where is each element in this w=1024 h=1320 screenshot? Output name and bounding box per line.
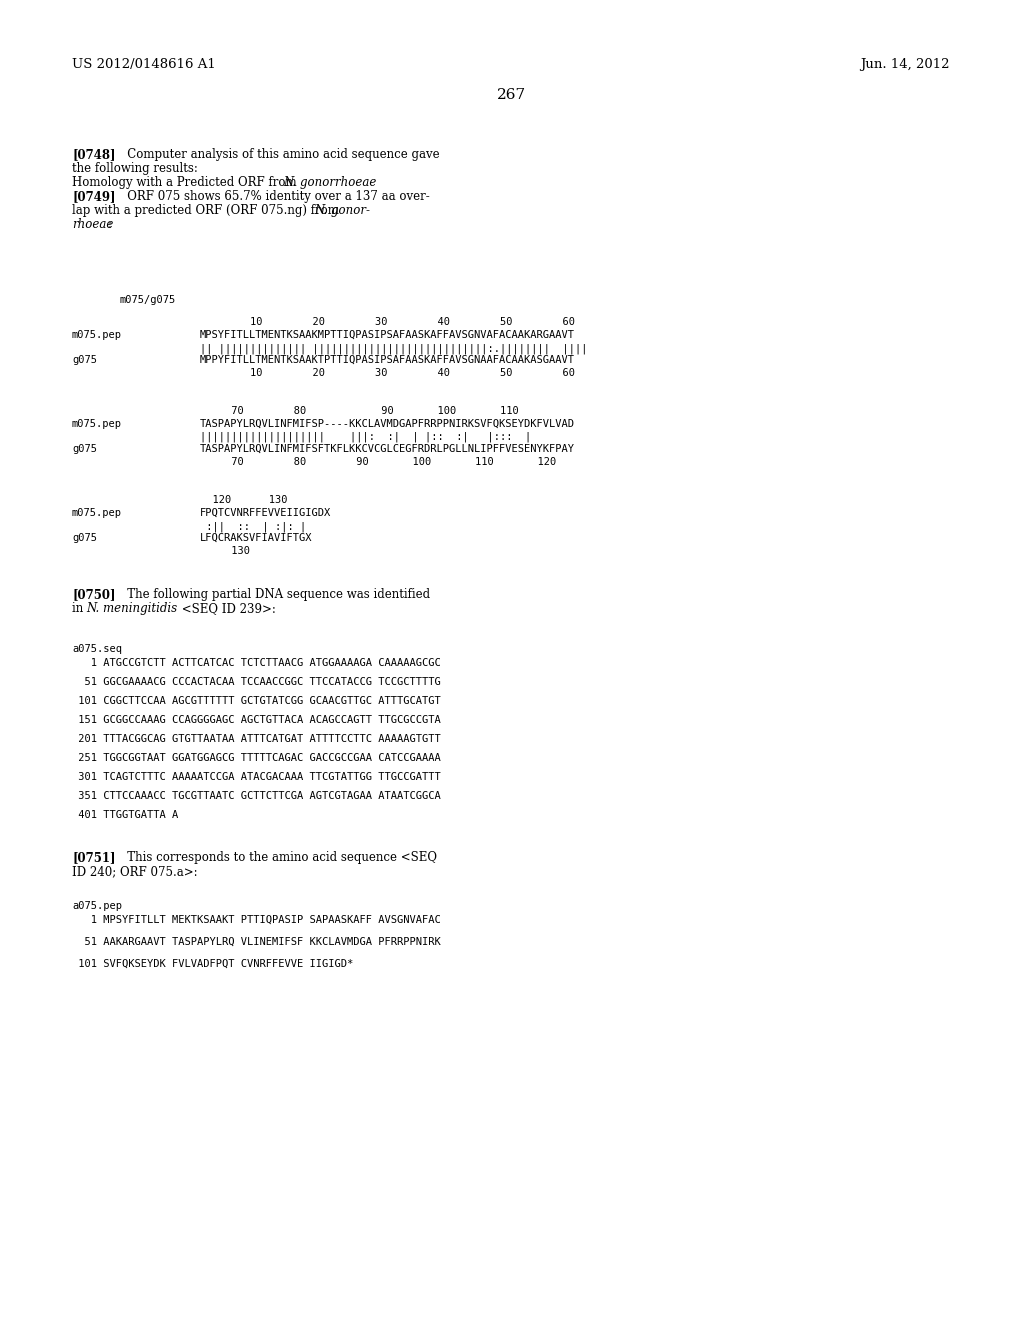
Text: g075: g075 xyxy=(72,355,97,366)
Text: m075.pep: m075.pep xyxy=(72,508,122,517)
Text: lap with a predicted ORF (ORF 075.ng) from: lap with a predicted ORF (ORF 075.ng) fr… xyxy=(72,205,343,216)
Text: 70        80            90       100       110: 70 80 90 100 110 xyxy=(200,407,519,416)
Text: m075.pep: m075.pep xyxy=(72,418,122,429)
Text: 201 TTTACGGCAG GTGTTAATAA ATTTCATGAT ATTTTCCTTC AAAAAGTGTT: 201 TTTACGGCAG GTGTTAATAA ATTTCATGAT ATT… xyxy=(72,734,440,744)
Text: [0748]: [0748] xyxy=(72,148,116,161)
Text: 401 TTGGTGATTA A: 401 TTGGTGATTA A xyxy=(72,810,178,820)
Text: 267: 267 xyxy=(498,88,526,102)
Text: ID 240; ORF 075.a>:: ID 240; ORF 075.a>: xyxy=(72,865,198,878)
Text: 351 CTTCCAAACC TGCGTTAATC GCTTCTTCGA AGTCGTAGAA ATAATCGGCA: 351 CTTCCAAACC TGCGTTAATC GCTTCTTCGA AGT… xyxy=(72,791,440,801)
Text: 10        20        30        40        50        60: 10 20 30 40 50 60 xyxy=(200,368,575,378)
Text: N. meningitidis: N. meningitidis xyxy=(86,602,177,615)
Text: ORF 075 shows 65.7% identity over a 137 aa over-: ORF 075 shows 65.7% identity over a 137 … xyxy=(116,190,430,203)
Text: N. gonor-: N. gonor- xyxy=(314,205,370,216)
Text: TASPAPYLRQVLINFMIFSFTKFLKKCVCGLCEGFRDRLPGLLNLIPFFVESENYKFPAY: TASPAPYLRQVLINFMIFSFTKFLKKCVCGLCEGFRDRLP… xyxy=(200,444,575,454)
Text: m075.pep: m075.pep xyxy=(72,330,122,341)
Text: rhoeae: rhoeae xyxy=(72,218,114,231)
Text: [0749]: [0749] xyxy=(72,190,116,203)
Text: g075: g075 xyxy=(72,444,97,454)
Text: 51 AAKARGAAVT TASPAPYLRQ VLINEMIFSF KKCLAVMDGA PFRRPPNIRK: 51 AAKARGAAVT TASPAPYLRQ VLINEMIFSF KKCL… xyxy=(72,937,440,946)
Text: 51 GGCGAAAACG CCCACTACAA TCCAACCGGC TTCCATACCG TCCGCTTTTG: 51 GGCGAAAACG CCCACTACAA TCCAACCGGC TTCC… xyxy=(72,677,440,686)
Text: 101 CGGCTTCCAA AGCGTTTTTT GCTGTATCGG GCAACGTTGC ATTTGCATGT: 101 CGGCTTCCAA AGCGTTTTTT GCTGTATCGG GCA… xyxy=(72,696,440,706)
Text: a075.pep: a075.pep xyxy=(72,902,122,911)
Text: 101 SVFQKSEYDK FVLVADFPQT CVNRFFEVVE IIGIGD*: 101 SVFQKSEYDK FVLVADFPQT CVNRFFEVVE IIG… xyxy=(72,960,353,969)
Text: in: in xyxy=(72,602,87,615)
Text: || |||||||||||||| ||||||||||||||||||||||||||||:.||||||||  ||||: || |||||||||||||| ||||||||||||||||||||||… xyxy=(200,343,588,354)
Text: MPSYFITLLTMENTKSAAKMPTTIQPASIPSAFAASKAFFAVSGNVAFACAAKARGAAVT: MPSYFITLLTMENTKSAAKMPTTIQPASIPSAFAASKAFF… xyxy=(200,330,575,341)
Text: TASPAPYLRQVLINFMIFSP----KKCLAVMDGAPFRRPPNIRKSVFQKSEYDKFVLVAD: TASPAPYLRQVLINFMIFSP----KKCLAVMDGAPFRRPP… xyxy=(200,418,575,429)
Text: the following results:: the following results: xyxy=(72,162,198,176)
Text: :||  ::  | :|: |: :|| :: | :|: | xyxy=(200,521,306,532)
Text: 301 TCAGTCTTTC AAAAATCCGA ATACGACAAA TTCGTATTGG TTGCCGATTT: 301 TCAGTCTTTC AAAAATCCGA ATACGACAAA TTC… xyxy=(72,772,440,781)
Text: 1 MPSYFITLLT MEKTKSAAKT PTTIQPASIP SAPAASKAFF AVSGNVAFAC: 1 MPSYFITLLT MEKTKSAAKT PTTIQPASIP SAPAA… xyxy=(72,915,440,925)
Text: g075: g075 xyxy=(72,533,97,543)
Text: LFQCRAKSVFIAVIFTGX: LFQCRAKSVFIAVIFTGX xyxy=(200,533,312,543)
Text: 1 ATGCCGTCTT ACTTCATCAC TCTCTTAACG ATGGAAAAGA CAAAAAGCGC: 1 ATGCCGTCTT ACTTCATCAC TCTCTTAACG ATGGA… xyxy=(72,657,440,668)
Text: US 2012/0148616 A1: US 2012/0148616 A1 xyxy=(72,58,216,71)
Text: Jun. 14, 2012: Jun. 14, 2012 xyxy=(860,58,950,71)
Text: MPPYFITLLTMENTKSAAKTPTTIQPASIPSAFAASKAFFAVSGNAAFACAAKASGAAVT: MPPYFITLLTMENTKSAAKTPTTIQPASIPSAFAASKAFF… xyxy=(200,355,575,366)
Text: 120      130: 120 130 xyxy=(200,495,288,506)
Text: [0751]: [0751] xyxy=(72,851,116,865)
Text: The following partial DNA sequence was identified: The following partial DNA sequence was i… xyxy=(116,587,430,601)
Text: :: : xyxy=(108,218,112,231)
Text: N. gonorrhoeae: N. gonorrhoeae xyxy=(283,176,377,189)
Text: 151 GCGGCCAAAG CCAGGGGAGC AGCTGTTACA ACAGCCAGTT TTGCGCCGTA: 151 GCGGCCAAAG CCAGGGGAGC AGCTGTTACA ACA… xyxy=(72,715,440,725)
Text: FPQTCVNRFFEVVEIIGIGDX: FPQTCVNRFFEVVEIIGIGDX xyxy=(200,508,331,517)
Text: Homology with a Predicted ORF from: Homology with a Predicted ORF from xyxy=(72,176,300,189)
Text: 70        80        90       100       110       120: 70 80 90 100 110 120 xyxy=(200,457,556,467)
Text: 10        20        30        40        50        60: 10 20 30 40 50 60 xyxy=(200,317,575,327)
Text: m075/g075: m075/g075 xyxy=(120,294,176,305)
Text: 251 TGGCGGTAAT GGATGGAGCG TTTTTCAGAC GACCGCCGAA CATCCGAAAA: 251 TGGCGGTAAT GGATGGAGCG TTTTTCAGAC GAC… xyxy=(72,752,440,763)
Text: Computer analysis of this amino acid sequence gave: Computer analysis of this amino acid seq… xyxy=(116,148,439,161)
Text: <SEQ ID 239>:: <SEQ ID 239>: xyxy=(178,602,275,615)
Text: ||||||||||||||||||||    |||:  :|  | |::  :|   |:::  |: |||||||||||||||||||| |||: :| | |:: :| |:… xyxy=(200,432,531,442)
Text: a075.seq: a075.seq xyxy=(72,644,122,653)
Text: This corresponds to the amino acid sequence <SEQ: This corresponds to the amino acid seque… xyxy=(116,851,437,865)
Text: [0750]: [0750] xyxy=(72,587,116,601)
Text: 130: 130 xyxy=(200,546,250,556)
